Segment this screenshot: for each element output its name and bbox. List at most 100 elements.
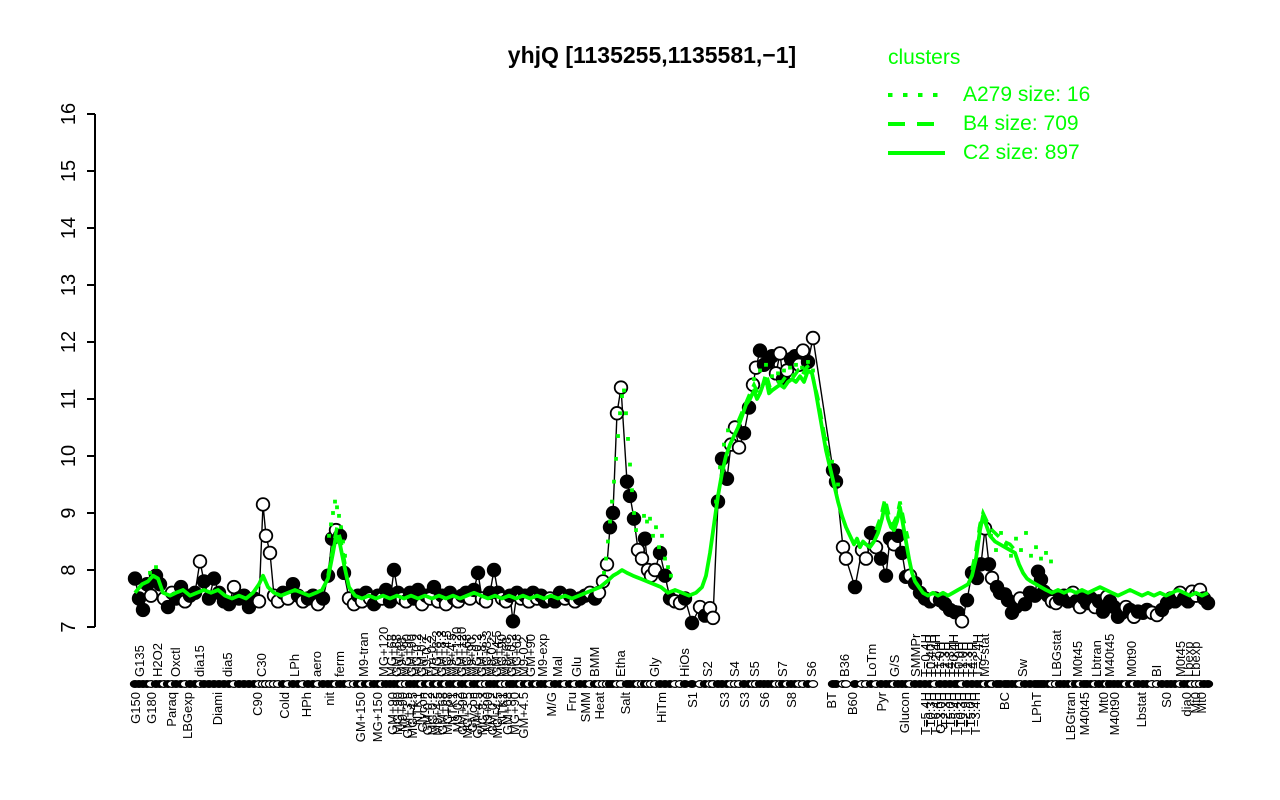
x-axis-label-top: B36 [837, 654, 852, 677]
x-axis-label-top: GM+90 [404, 634, 419, 677]
open-marker [805, 330, 821, 346]
open-marker [634, 551, 650, 566]
x-axis-label-bottom: M9-0.2 [450, 692, 465, 732]
x-axis-label-top: T4.3H [965, 642, 980, 677]
cluster-a279-dot [994, 548, 998, 552]
open-marker [954, 614, 970, 629]
cluster-a279-dot [333, 499, 337, 504]
legend-item-label: A279 size: 16 [963, 82, 1091, 106]
x-axis-label-bottom: M40t90 [1107, 692, 1122, 735]
filled-marker [605, 505, 621, 521]
open-marker [255, 497, 271, 512]
x-axis-label-bottom: MG+90 [507, 692, 522, 735]
x-axis-label-top: S4 [727, 661, 742, 677]
cluster-a279-dot [1049, 559, 1053, 564]
plot-title: yhjQ [1135255,1135581,−1] [507, 42, 797, 68]
x-axis-label-bottom: S3 [737, 692, 752, 708]
x-axis-label-top: Lbexp [1181, 642, 1196, 677]
cluster-a279-dot [782, 368, 786, 373]
x-axis-label-top: GM-0.2 [414, 634, 429, 677]
y-axis-tick-label: 8 [58, 564, 80, 575]
open-marker [609, 406, 625, 421]
x-axis-label-top: T=0.4H [918, 634, 933, 677]
x-axis-label-top: MG+90 [399, 634, 414, 677]
x-axis-label-top: ferm [332, 651, 347, 677]
x-axis-label-bottom: S1 [685, 692, 700, 708]
x-axis-label-top: Lbtran [1089, 640, 1104, 677]
x-axis-label-top: M0t45 [1070, 641, 1085, 677]
legend-title: clusters [888, 46, 961, 69]
x-axis-label-bottom: Diami [210, 692, 225, 725]
cluster-a279-dot [341, 539, 345, 544]
filled-marker [622, 488, 638, 504]
cluster-a279-dot [148, 570, 152, 575]
cluster-a279-dot [606, 539, 610, 544]
x-axis-label-bottom: Pyr [874, 691, 889, 711]
x-axis-label-top: M0t90 [1124, 641, 1139, 677]
x-axis-label-top: MG+90 [494, 634, 509, 677]
dashed-line-sample [888, 121, 945, 126]
cluster-a279-dot [722, 442, 726, 447]
cluster-a279-dot [608, 519, 612, 524]
filled-marker [619, 474, 635, 489]
x-axis-label-top: M9+68 [394, 637, 409, 677]
x-axis-label-top: M9-0.2 [484, 637, 499, 677]
x-axis-label-top: M9+68 [499, 637, 514, 677]
cluster-a279-dot [1029, 553, 1033, 558]
x-axis-label-top: Oxctl [168, 647, 183, 677]
open-marker [731, 440, 747, 455]
x-axis-label-top: M0t45 [1173, 641, 1188, 677]
x-axis-label-top: S6 [804, 661, 819, 677]
x-axis-label-bottom: NTK1 [410, 692, 425, 725]
cluster-a279-dot [329, 522, 333, 527]
x-axis-label-top: Mal [550, 656, 565, 677]
filled-marker [127, 571, 143, 586]
x-axis-label-bottom: Fru [564, 692, 579, 712]
x-axis-label-bottom: T0.3H [923, 692, 938, 727]
cluster-a279-dot [776, 371, 780, 376]
cluster-a279-dot [836, 482, 840, 487]
x-axis-label-bottom: dia0 [1179, 692, 1194, 717]
filled-marker [684, 615, 700, 631]
x-axis-label-bottom: Heat [592, 692, 607, 720]
cluster-b4-line [736, 361, 832, 463]
open-marker [143, 588, 159, 603]
x-axis-label-top: M9-0.2 [419, 637, 434, 677]
cluster-a279-dot [616, 434, 620, 438]
y-axis-tick-label: 15 [58, 160, 80, 182]
x-axis-label-bottom: GM+4.5 [470, 692, 485, 739]
cluster-a279-dot [604, 556, 608, 561]
x-axis-label-bottom: T=5.4H [918, 692, 933, 735]
x-axis-label-top: MG+8.3 [429, 630, 444, 677]
filled-marker [160, 599, 176, 615]
y-axis-tick-label: 7 [58, 621, 80, 632]
x-axis-label-top: T=0.4H [946, 634, 961, 677]
x-axis-label-top: M9+90 [464, 637, 479, 677]
x-axis-label-top: BI [1149, 665, 1164, 677]
x-axis-label-top: T0:40H [923, 634, 938, 677]
y-axis-tick-label: 10 [58, 445, 80, 467]
axis-strip-marker [807, 679, 819, 688]
cluster-a279-dot [999, 531, 1003, 535]
y-axis-tick-label: 11 [58, 389, 80, 410]
cluster-a279-dot [335, 505, 339, 510]
x-axis-label-bottom: LBGtran [1063, 692, 1078, 740]
cluster-a279-dot [614, 456, 618, 461]
cluster-a279-dot [806, 360, 810, 364]
cluster-a279-dot [624, 411, 628, 416]
filled-marker [736, 426, 752, 441]
x-axis-label-bottom: T=5.4H [948, 692, 963, 735]
x-axis-label-top: Fru-0.2 [424, 635, 439, 677]
cluster-a279-dot [1009, 553, 1013, 558]
x-axis-label-bottom: T5.0H [943, 692, 958, 727]
x-axis-label-top: dia5 [220, 652, 235, 677]
cluster-a279-dot [337, 513, 341, 518]
x-axis-label-bottom: Paraq [164, 692, 179, 727]
x-axis-label-top: MG-0.2 [409, 634, 424, 677]
legend-item-b4: B4 size: 709 [888, 109, 1090, 138]
cluster-a279-dot [602, 570, 606, 575]
x-axis-label-top: T2.3H [960, 642, 975, 677]
x-axis-label-bottom: GM+3.5 [400, 692, 415, 739]
x-axis-label-top: M9+4.5 [444, 633, 459, 677]
y-axis-tick-label: 14 [58, 217, 80, 239]
